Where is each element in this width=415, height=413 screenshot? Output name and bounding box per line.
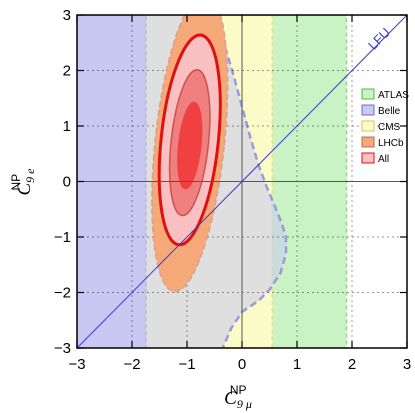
plot-area: LFU [77, 15, 407, 348]
y-tick-label: 2 [63, 63, 71, 80]
x-tick-label: 3 [403, 356, 411, 373]
x-tick-label: −3 [68, 356, 85, 373]
legend-label-lhcb: LHCb [378, 138, 404, 149]
tick-labels: −3 −2 −1 0 1 2 3 −3 −2 −1 0 1 2 3 [54, 7, 411, 373]
legend-label-atlas: ATLAS [378, 90, 409, 101]
x-axis-label: C9 μNP [224, 383, 252, 411]
legend-swatch-atlas [361, 88, 375, 100]
plot-overlay [76, 14, 408, 349]
legend-swatch-cms [361, 120, 375, 132]
y-tick-label: 0 [63, 174, 71, 191]
legend-swatch-all [361, 152, 375, 164]
x-tick-label: −2 [123, 356, 140, 373]
y-tick-label: −3 [54, 340, 71, 357]
x-tick-label: 2 [348, 356, 356, 373]
y-tick-label: 3 [63, 7, 71, 24]
y-axis-label-sup: NP [9, 174, 23, 191]
legend-label-all: All [378, 154, 389, 165]
legend-label-belle: Belle [378, 106, 401, 117]
y-axis-label: C9 eNP [9, 168, 37, 196]
x-tick-label: 1 [293, 356, 301, 373]
contour-all-core [177, 101, 203, 190]
x-axis-label-symbol: C [224, 388, 237, 409]
legend: ATLAS Belle CMS LHCb All [361, 88, 409, 165]
x-axis-label-sup: NP [230, 383, 247, 397]
region-belle-boundary [216, 15, 288, 348]
legend-label-cms: CMS [378, 122, 401, 133]
y-axis-label-sub: 9 e [23, 168, 37, 183]
y-tick-label: 1 [63, 118, 71, 135]
legend-swatch-belle [361, 104, 375, 116]
x-tick-label: −1 [178, 356, 195, 373]
legend-swatch-lhcb [361, 136, 375, 148]
y-tick-label: −2 [54, 285, 71, 302]
y-axis-label-symbol: C [14, 183, 35, 196]
y-tick-label: −1 [54, 229, 71, 246]
x-tick-label: 0 [238, 356, 246, 373]
lfu-line [77, 15, 407, 348]
x-axis-label-sub: 9 μ [237, 397, 252, 411]
